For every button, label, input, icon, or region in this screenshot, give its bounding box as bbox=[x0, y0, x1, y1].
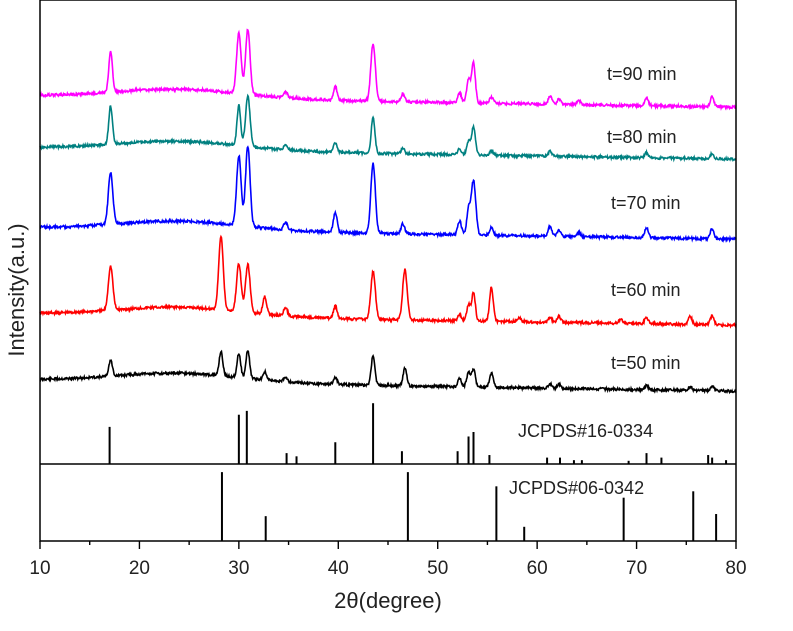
series-line-1 bbox=[39, 349, 737, 395]
x-tick-label: 50 bbox=[427, 558, 448, 579]
reference-label-1: JCPDS#16-0334 bbox=[518, 421, 653, 441]
x-tick-label: 70 bbox=[626, 558, 647, 579]
y-axis-label: Intensity(a.u.) bbox=[4, 223, 29, 356]
x-axis: 10 20 30 40 50 60 70 80 bbox=[29, 541, 747, 579]
reference-label-2: JCPDS#06-0342 bbox=[509, 478, 644, 498]
x-tick-label: 30 bbox=[228, 558, 249, 579]
x-axis-label: 2θ(degree) bbox=[334, 588, 442, 613]
x-tick-label: 80 bbox=[725, 558, 746, 579]
x-tick-label: 20 bbox=[129, 558, 150, 579]
series-label-1: t=50 min bbox=[611, 353, 681, 373]
series-line-5 bbox=[39, 28, 737, 111]
series-label-5: t=90 min bbox=[607, 64, 677, 84]
series-label-4: t=80 min bbox=[607, 127, 677, 147]
series-line-4 bbox=[39, 93, 737, 163]
reference-patterns bbox=[108, 403, 728, 541]
series-group bbox=[39, 28, 737, 395]
x-tick-label: 60 bbox=[527, 558, 548, 579]
x-tick-label: 10 bbox=[29, 558, 50, 579]
x-tick-label: 40 bbox=[328, 558, 349, 579]
series-label-2: t=60 min bbox=[611, 280, 681, 300]
series-label-3: t=70 min bbox=[611, 193, 681, 213]
series-line-3 bbox=[39, 145, 737, 244]
series-line-2 bbox=[39, 234, 737, 329]
